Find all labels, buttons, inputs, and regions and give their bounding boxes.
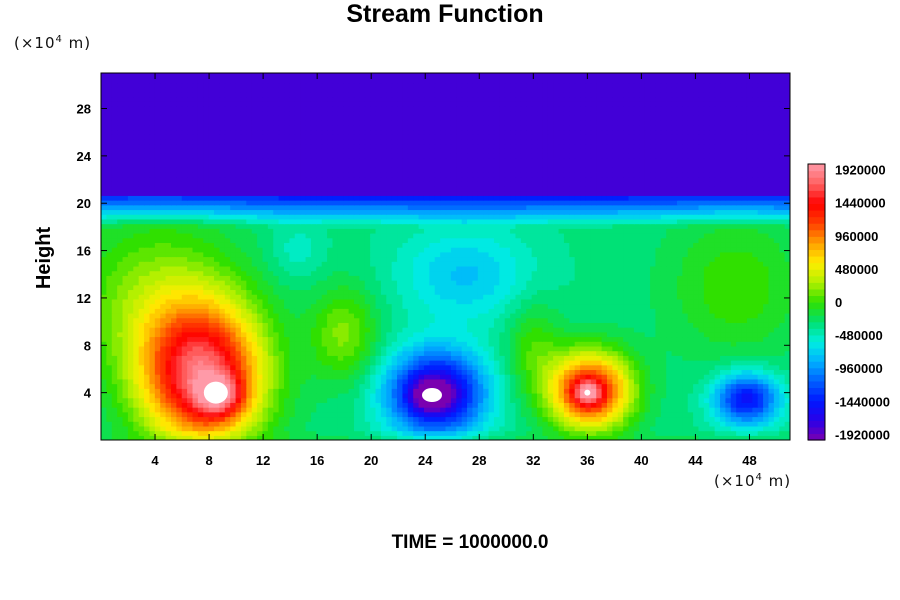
time-footer: TIME = 1000000.0 (391, 532, 549, 553)
y-tick-label: 28 (77, 102, 91, 117)
plot-frame (100, 72, 791, 441)
x-tick-label: 4 (151, 453, 159, 468)
y-unit-suffix: m) (62, 34, 92, 52)
x-tick-label: 20 (364, 453, 378, 468)
x-tick-label: 32 (526, 453, 540, 468)
x-unit-suffix: m) (762, 472, 792, 490)
colorbar-label: 480000 (835, 262, 878, 277)
y-tick-label: 20 (77, 196, 91, 211)
y-tick-label: 8 (84, 338, 91, 353)
y-tick-label: 24 (77, 149, 92, 164)
x-unit-prefix: (×10 (714, 472, 756, 490)
colorbar-frame (807, 163, 826, 441)
x-tick-label: 24 (418, 453, 433, 468)
x-tick-label: 12 (256, 453, 270, 468)
colorbar-label: 960000 (835, 229, 878, 244)
x-tick-label: 40 (634, 453, 648, 468)
x-unit-exponent: 4 (755, 472, 763, 483)
colorbar-label: -1920000 (835, 427, 890, 442)
y-tick-label: 12 (77, 291, 91, 306)
colorbar-label: 0 (835, 295, 842, 310)
maximum-marker (203, 381, 228, 404)
y-axis: 4 8 12 16 20 24 28 (77, 102, 790, 401)
y-unit-prefix: (×10 (14, 34, 56, 52)
x-tick-label: 16 (310, 453, 324, 468)
x-tick-label: 44 (688, 453, 703, 468)
chart-title: Stream Function (346, 0, 544, 28)
colorbar-label: -480000 (835, 328, 883, 343)
colorbar-label: 1920000 (835, 163, 886, 178)
y-axis-label: Height (33, 227, 55, 290)
minimum-marker (421, 388, 442, 403)
colorbar-label: -1440000 (835, 394, 890, 409)
maximum-marker (584, 389, 591, 396)
y-axis-unit: (×104 m) (14, 34, 91, 52)
y-unit-exponent: 4 (55, 34, 63, 45)
y-tick-label: 16 (77, 244, 91, 259)
colorbar-label: -960000 (835, 361, 883, 376)
x-axis-unit: (×104 m) (714, 472, 791, 490)
colorbar-label: 1440000 (835, 196, 886, 211)
colorbar: 1920000 1440000 960000 480000 0 -480000 -96000… (807, 163, 890, 442)
x-tick-label: 36 (580, 453, 594, 468)
x-tick-label: 8 (205, 453, 212, 468)
contour-field (101, 73, 790, 440)
y-tick-label: 4 (84, 386, 92, 401)
x-axis: 4 8 12 16 20 24 28 32 36 40 44 48 (151, 73, 757, 468)
x-tick-label: 28 (472, 453, 486, 468)
x-tick-label: 48 (742, 453, 756, 468)
